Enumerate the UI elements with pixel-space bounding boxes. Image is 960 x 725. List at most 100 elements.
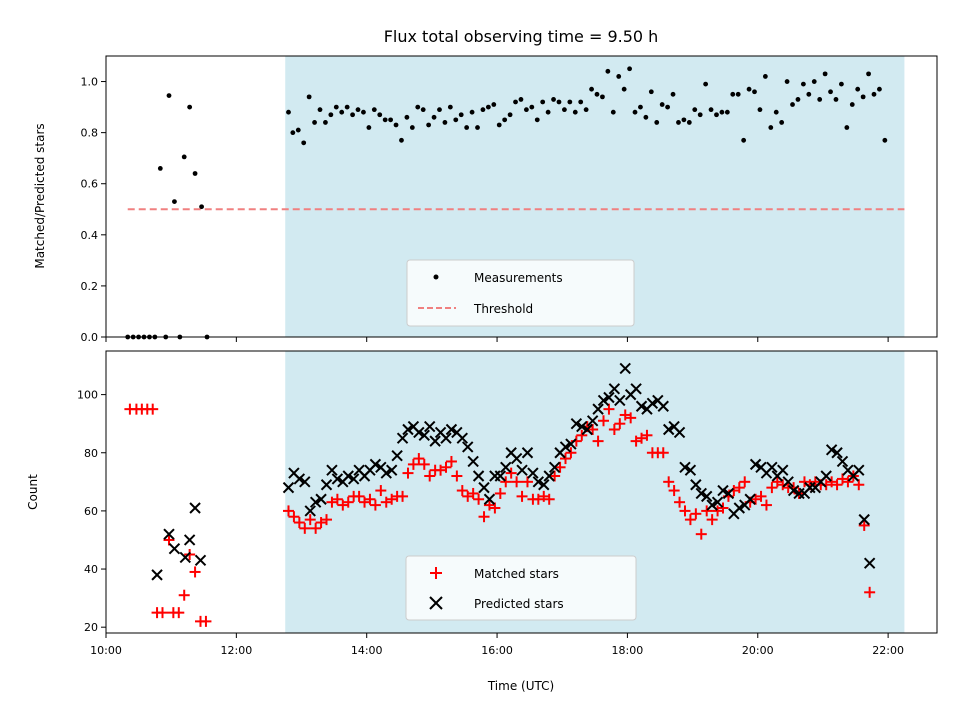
bottom-x-tick-label: 22:00 [872, 644, 904, 657]
measurement-point [714, 112, 719, 118]
bottom-x-tick-label: 18:00 [612, 644, 644, 657]
matched-star-point [766, 482, 778, 494]
measurement-points [125, 66, 888, 340]
measurement-point [654, 120, 660, 125]
predicted-star-point [516, 464, 528, 476]
matched-star-point [413, 453, 425, 465]
matched-star-point [375, 485, 387, 497]
measurement-point [627, 66, 632, 72]
measurement-point [578, 99, 584, 105]
measurement-point [882, 137, 888, 143]
measurement-point [404, 114, 410, 120]
matched-star-point [598, 415, 610, 427]
predicted-star-point [679, 461, 691, 473]
predicted-star-point [168, 542, 181, 555]
predicted-star-point [565, 438, 577, 450]
predicted-star-point [391, 449, 403, 462]
measurement-point [806, 91, 812, 97]
top-panel: 0.0 0.2 0.4 0.6 0.8 1.0 Matched/Predicted sta… [33, 55, 938, 344]
measurement-point [491, 102, 497, 107]
measurement-point [616, 74, 622, 79]
predicted-star-point [586, 415, 599, 427]
measurement-point [589, 86, 594, 92]
legend-measurements-label: Measurements [474, 271, 563, 285]
bottom-panel: 20 40 60 80 100 10:00 12:00 14:00 16:00 18:00 20:… [26, 350, 938, 693]
measurement-point [286, 109, 291, 115]
predicted-star-point [543, 470, 555, 482]
legend-predicted-marker [429, 596, 443, 610]
top-y-tick-label: 0.2 [81, 280, 99, 293]
measurement-point [877, 86, 882, 92]
top-y-tick-label: 0.8 [81, 127, 99, 140]
measurement-point [485, 104, 491, 110]
measurement-point [295, 127, 301, 133]
measurement-point [312, 120, 317, 125]
measurement-point [746, 86, 752, 92]
predicted-star-point [858, 513, 870, 526]
measurement-point [676, 120, 681, 125]
bottom-y-tick-label: 80 [84, 447, 98, 460]
predicted-star-point [570, 417, 583, 430]
predicted-star-point [744, 493, 756, 505]
predicted-star-point [179, 551, 192, 564]
predicted-star-point [701, 490, 713, 503]
predicted-star-point [576, 420, 588, 433]
measurement-point [350, 112, 355, 118]
predicted-star-point [347, 473, 360, 485]
top-y-tick-label: 0.6 [81, 178, 99, 191]
measurement-point [172, 199, 177, 205]
predicted-star-point [863, 557, 876, 569]
measurement-point [648, 89, 654, 95]
predicted-star-point [635, 400, 648, 412]
predicted-star-point [510, 452, 523, 465]
matched-star-point [288, 511, 300, 523]
matched-star-point [478, 511, 490, 523]
matched-star-point [418, 458, 430, 470]
measurement-point [855, 86, 861, 92]
matched-star-point [853, 479, 865, 491]
predicted-star-point [282, 481, 295, 494]
predicted-star-point [299, 476, 311, 488]
bottom-y-tick-label: 40 [84, 563, 98, 576]
matched-star-point [717, 502, 729, 514]
measurement-point [594, 91, 600, 97]
matched-star-point [407, 458, 419, 470]
bottom-x-tick-label: 10:00 [90, 644, 122, 657]
bottom-y-tick-label: 60 [84, 505, 98, 518]
predicted-star-point [836, 455, 849, 468]
chart-title: Flux total observing time = 9.50 h [384, 27, 659, 46]
measurement-point [399, 137, 404, 143]
matched-star-point [706, 514, 718, 526]
measurement-point [545, 109, 551, 115]
matched-star-point [397, 490, 409, 502]
measurement-point [464, 125, 470, 130]
measurement-point [632, 109, 638, 115]
predicted-star-point [478, 481, 490, 494]
measurement-point [442, 120, 448, 125]
measurement-point [703, 81, 709, 87]
predicted-star-point [538, 479, 550, 491]
matched-star-point [674, 496, 686, 508]
measurement-point [605, 68, 611, 74]
matched-star-point [625, 412, 637, 424]
predicted-star-point [597, 394, 610, 407]
measurement-point [192, 171, 198, 176]
matched-star-point [559, 453, 571, 465]
matched-star-point [842, 476, 854, 488]
matched-star-point [310, 522, 322, 534]
measurement-point [469, 109, 475, 115]
predicted-star-point [494, 470, 507, 482]
measurement-point [377, 112, 383, 118]
matched-star-point [543, 493, 555, 505]
bottom-axes-frame [105, 350, 938, 634]
matched-star-point [189, 566, 201, 578]
top-x-ticks [105, 337, 889, 342]
predicted-star-point [673, 426, 686, 439]
matched-star-point [293, 517, 305, 529]
matched-star-point [451, 470, 463, 482]
predicted-star-point [500, 461, 512, 473]
predicted-star-point [646, 397, 659, 410]
predicted-star-point [413, 426, 425, 439]
matched-star-point [456, 485, 468, 497]
measurement-point [752, 89, 757, 95]
